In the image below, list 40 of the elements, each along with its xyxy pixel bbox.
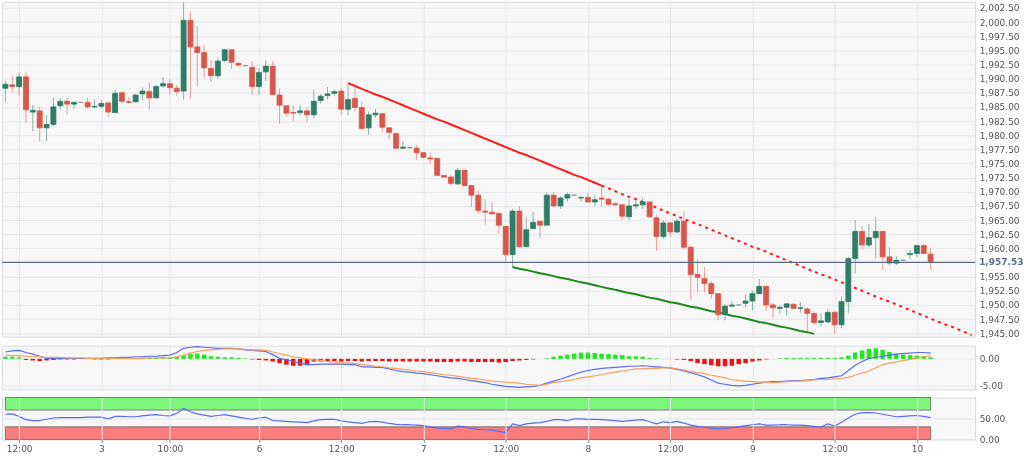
y-tick-label: 1,972.50 (979, 173, 1020, 184)
y-tick-label: 1,987.50 (979, 88, 1020, 99)
y-tick-label: 1,965.00 (979, 215, 1020, 226)
x-tick-label: 10:00 (157, 443, 184, 454)
x-tick-label: 6 (256, 443, 263, 454)
y-tick-label: 0.00 (979, 434, 1000, 445)
y-tick-label: 1,980.00 (979, 130, 1020, 141)
y-tick-label: 1,955.00 (979, 272, 1020, 283)
y-tick-label: -5.00 (979, 380, 1004, 391)
x-tick-label: 12:00 (657, 443, 684, 454)
y-tick-label: 1,975.00 (979, 159, 1020, 169)
x-tick-label: 9 (750, 443, 757, 454)
x-tick-label: 3 (99, 443, 105, 454)
y-tick-label: 50.00 (979, 413, 1006, 424)
x-tick-label: 10 (911, 443, 924, 454)
x-tick-label: 7 (421, 443, 427, 454)
x-tick-label: 12:00 (493, 443, 520, 454)
y-tick-label: 1,967.50 (979, 201, 1020, 212)
y-tick-label: 2,002.50 (979, 3, 1020, 14)
y-tick-label: 2,000.00 (979, 17, 1020, 28)
y-tick-label: 0.00 (979, 354, 1000, 365)
y-tick-label: 1,952.50 (979, 286, 1020, 297)
x-tick-label: 12:00 (822, 443, 849, 454)
y-tick-label: 1,970.00 (979, 187, 1020, 198)
y-tick-label: 1,982.50 (979, 116, 1020, 127)
y-tick-label: 1,990.00 (979, 74, 1020, 85)
y-tick-label: 1,995.00 (979, 45, 1020, 56)
x-tick-label: 12:00 (328, 443, 355, 454)
y-tick-label: 1,977.50 (979, 144, 1020, 155)
x-tick-label: 8 (585, 443, 592, 454)
y-tick-label: 1,997.50 (979, 31, 1020, 42)
ref-line-label: 1,957.53 (979, 257, 1024, 268)
y-tick-label: 1,962.50 (979, 229, 1020, 240)
x-tick-label: 12:00 (6, 443, 33, 454)
y-tick-label: 1,945.00 (979, 328, 1020, 339)
y-tick-label: 1,950.00 (979, 300, 1020, 311)
y-tick-label: 1,992.50 (979, 59, 1020, 70)
y-tick-label: 1,947.50 (979, 314, 1020, 325)
y-tick-label: 1,960.00 (979, 243, 1020, 254)
y-tick-label: 1,985.00 (979, 102, 1020, 113)
